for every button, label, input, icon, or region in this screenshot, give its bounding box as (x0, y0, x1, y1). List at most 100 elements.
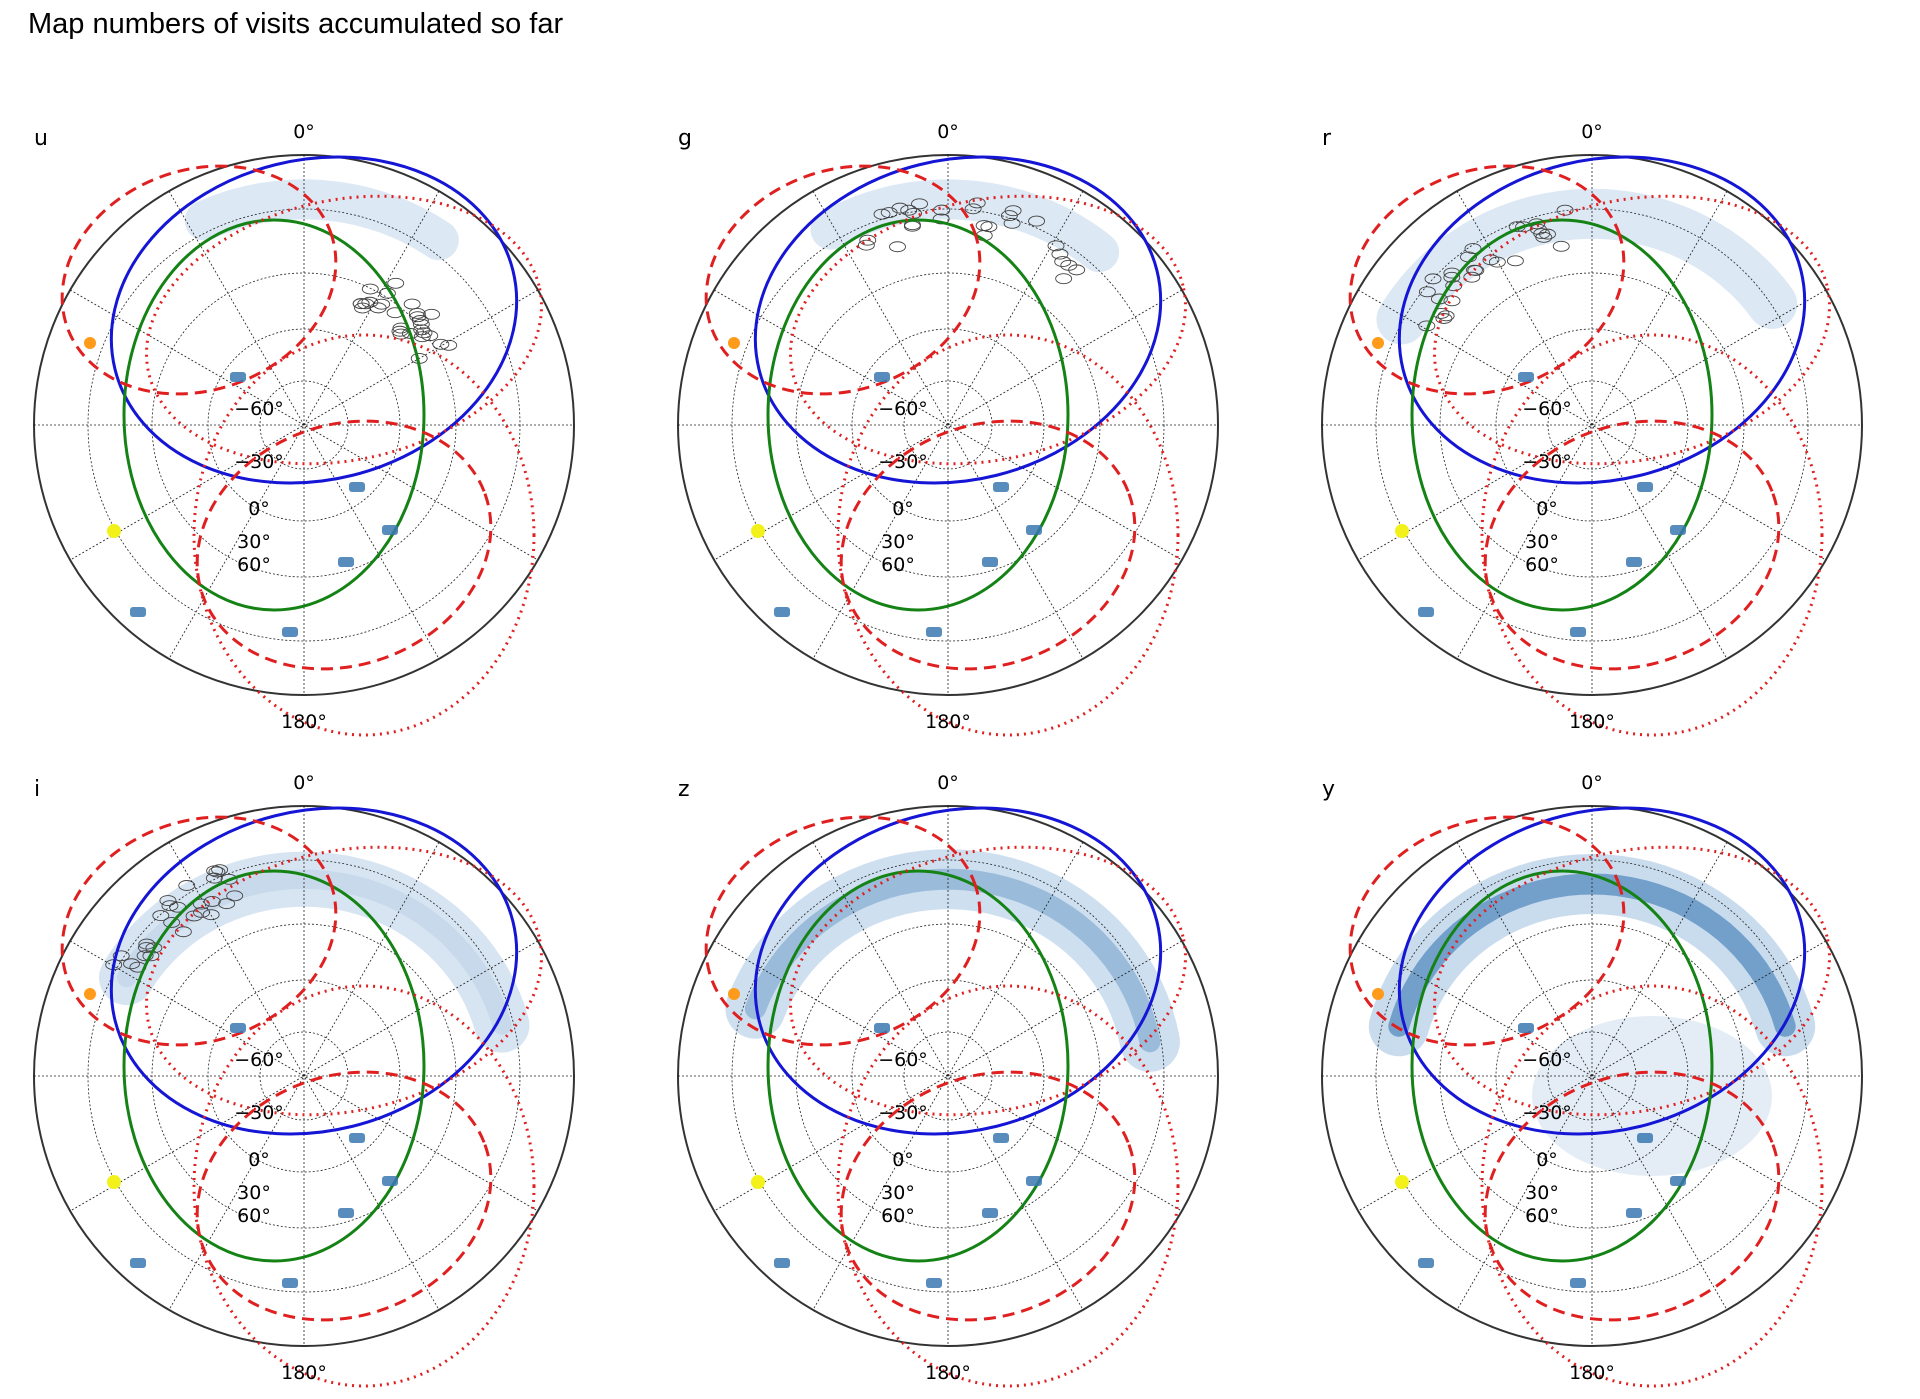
visit-patch (282, 1278, 298, 1288)
radial-tick-label: −30° (878, 451, 928, 473)
panel-r: r 0° 180° −60° −30° 0° 30° 60° (1316, 100, 1920, 748)
angular-tick-top: 0° (1581, 121, 1603, 143)
sky-map: 0° 180° −60° −30° 0° 30°60° (30, 115, 574, 735)
angular-tick-top: 0° (1581, 772, 1603, 794)
radial-tick-label: −60° (234, 1049, 284, 1071)
visit-patch (338, 1208, 354, 1218)
radial-tick-label: −30° (878, 1102, 928, 1124)
radial-tick-label: −30° (1522, 451, 1572, 473)
visit-patch (993, 482, 1009, 492)
sky-map: 0° 180° −60° −30° 0° 30°60° (30, 766, 574, 1386)
radial-tick-label: 0° (1536, 1149, 1558, 1171)
visit-patch (874, 372, 890, 382)
visit-patch (1418, 1258, 1434, 1268)
radial-tick-label: −30° (1522, 1102, 1572, 1124)
panel-u: u 0° 180° −60° −30° 0° 30° 60° (28, 100, 668, 748)
visit-patch (774, 607, 790, 617)
visit-patch (1026, 525, 1042, 535)
visit-patch (382, 1176, 398, 1186)
angular-tick-bottom: 180° (281, 711, 327, 733)
sun-marker (728, 337, 740, 349)
sun-marker (1372, 988, 1384, 1000)
radial-tick-label: 30° (237, 1182, 271, 1204)
radial-tick-label: 30° (237, 531, 271, 553)
radial-tick-label: −30° (234, 1102, 284, 1124)
panel-g: g 0° 180° −60° −30° 0° 30° 60° (672, 100, 1312, 748)
visit-patch (130, 1258, 146, 1268)
radial-tick-label: 60° (881, 1205, 915, 1227)
moon-marker (107, 1175, 121, 1189)
angular-tick-bottom: 180° (925, 1362, 971, 1384)
sky-map-chart: 0° 180° −60° −30° 0° 30°60° (1316, 751, 1920, 1399)
visit-patch (130, 607, 146, 617)
sun-marker (1372, 337, 1384, 349)
radial-tick-label: 30° (1525, 1182, 1559, 1204)
filter-label: z (678, 777, 690, 802)
visit-patch (338, 557, 354, 567)
moon-marker (751, 1175, 765, 1189)
visit-patch (874, 1023, 890, 1033)
visit-patch (1418, 607, 1434, 617)
panel-i: i 0° 180° −60° −30° 0° 30° 60° (28, 751, 668, 1399)
radial-tick-label: 60° (237, 554, 271, 576)
moon-marker (1395, 524, 1409, 538)
sky-map-chart: 0° 180° −60° −30° 0° 30°60° (28, 751, 668, 1399)
radial-tick-label: −60° (1522, 398, 1572, 420)
panel-y: y 0° 180° −60° −30° 0° 30° 60° (1316, 751, 1920, 1399)
sky-map: 0° 180° −60° −30° 0° 30°60° (674, 766, 1218, 1386)
visit-patch (230, 372, 246, 382)
visit-patch (230, 1023, 246, 1033)
visit-patch (1670, 525, 1686, 535)
sun-marker (728, 988, 740, 1000)
visit-patch (382, 525, 398, 535)
radial-tick-label: −30° (234, 451, 284, 473)
visit-patch (774, 1258, 790, 1268)
visit-patch (1626, 1208, 1642, 1218)
page-title: Map numbers of visits accumulated so far (28, 8, 563, 41)
angular-tick-top: 0° (937, 772, 959, 794)
radial-tick-label: 0° (892, 1149, 914, 1171)
radial-tick-label: −60° (1522, 1049, 1572, 1071)
radial-tick-label: 30° (881, 1182, 915, 1204)
angular-tick-top: 0° (937, 121, 959, 143)
visit-patch (1570, 1278, 1586, 1288)
visit-patch (1670, 1176, 1686, 1186)
sky-map-chart: 0° 180° −60° −30° 0° 30°60° (28, 100, 668, 748)
sky-map-chart: 0° 180° −60° −30° 0° 30°60° (672, 100, 1312, 748)
sky-map-chart: 0° 180° −60° −30° 0° 30°60° (672, 751, 1312, 1399)
visit-patch (993, 1133, 1009, 1143)
angular-tick-bottom: 180° (925, 711, 971, 733)
filter-label: y (1322, 777, 1335, 802)
radial-tick-label: 30° (1525, 531, 1559, 553)
visit-patch (349, 482, 365, 492)
visit-patch (282, 627, 298, 637)
visit-patch (1637, 482, 1653, 492)
radial-tick-label: 0° (892, 498, 914, 520)
visit-patch (1626, 557, 1642, 567)
panel-z: z 0° 180° −60° −30° 0° 30° 60° (672, 751, 1312, 1399)
radial-tick-label: 0° (1536, 498, 1558, 520)
angular-tick-top: 0° (293, 772, 315, 794)
radial-tick-label: 60° (881, 554, 915, 576)
sky-map: 0° 180° −60° −30° 0° 30°60° (1318, 766, 1862, 1386)
sun-marker (84, 988, 96, 1000)
sky-map: 0° 180° −60° −30° 0° 30°60° (1318, 115, 1862, 735)
visit-patch (1026, 1176, 1042, 1186)
visit-patch (1570, 627, 1586, 637)
radial-tick-label: −60° (234, 398, 284, 420)
visit-patch (982, 557, 998, 567)
angular-tick-top: 0° (293, 121, 315, 143)
radial-tick-label: 60° (1525, 554, 1559, 576)
visit-patch (926, 627, 942, 637)
sun-marker (84, 337, 96, 349)
moon-marker (1395, 1175, 1409, 1189)
visit-patch (349, 1133, 365, 1143)
radial-tick-label: 60° (237, 1205, 271, 1227)
radial-tick-label: −60° (878, 398, 928, 420)
radial-tick-label: −60° (878, 1049, 928, 1071)
angular-tick-bottom: 180° (281, 1362, 327, 1384)
radial-tick-label: 0° (248, 498, 270, 520)
filter-label: r (1322, 126, 1331, 151)
visit-patch (926, 1278, 942, 1288)
visit-patch (1518, 1023, 1534, 1033)
